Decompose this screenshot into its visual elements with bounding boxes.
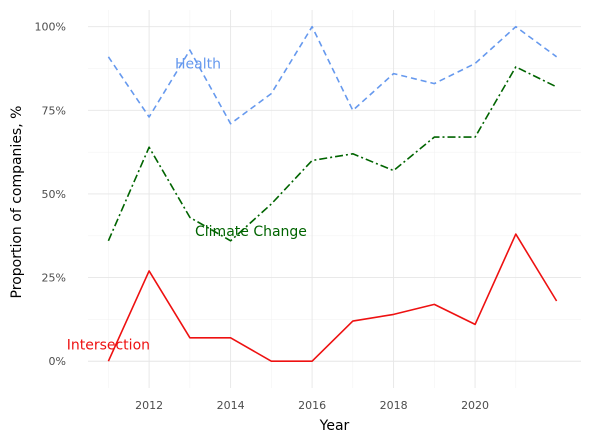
x-tick-label: 2012 [135,399,163,412]
series-label-health: Health [175,57,221,73]
y-tick-label: 50% [42,188,66,201]
x-axis-ticks: 2012 2014 2016 2018 2020 [135,399,489,412]
series-lines [107,25,558,363]
series-line-climate-change [107,66,557,242]
series-annotations: Health Climate Change Intersection [67,57,307,354]
series-line-intersection [107,233,558,363]
x-tick-label: 2020 [461,399,489,412]
series-label-climate-change: Climate Change [195,224,307,240]
x-tick-label: 2018 [380,399,408,412]
series-line-health [107,25,558,125]
x-tick-label: 2014 [217,399,245,412]
y-tick-label: 100% [35,21,66,34]
y-tick-label: 25% [42,272,66,285]
y-tick-label: 0% [49,355,66,368]
series-label-intersection: Intersection [67,338,150,354]
grid-lines [88,10,581,388]
y-axis-title: Proportion of companies, % [9,106,25,299]
x-tick-label: 2016 [298,399,326,412]
y-tick-label: 75% [42,104,66,117]
y-axis-ticks: 0% 25% 50% 75% 100% [35,21,66,369]
x-axis-title: Year [319,418,350,434]
